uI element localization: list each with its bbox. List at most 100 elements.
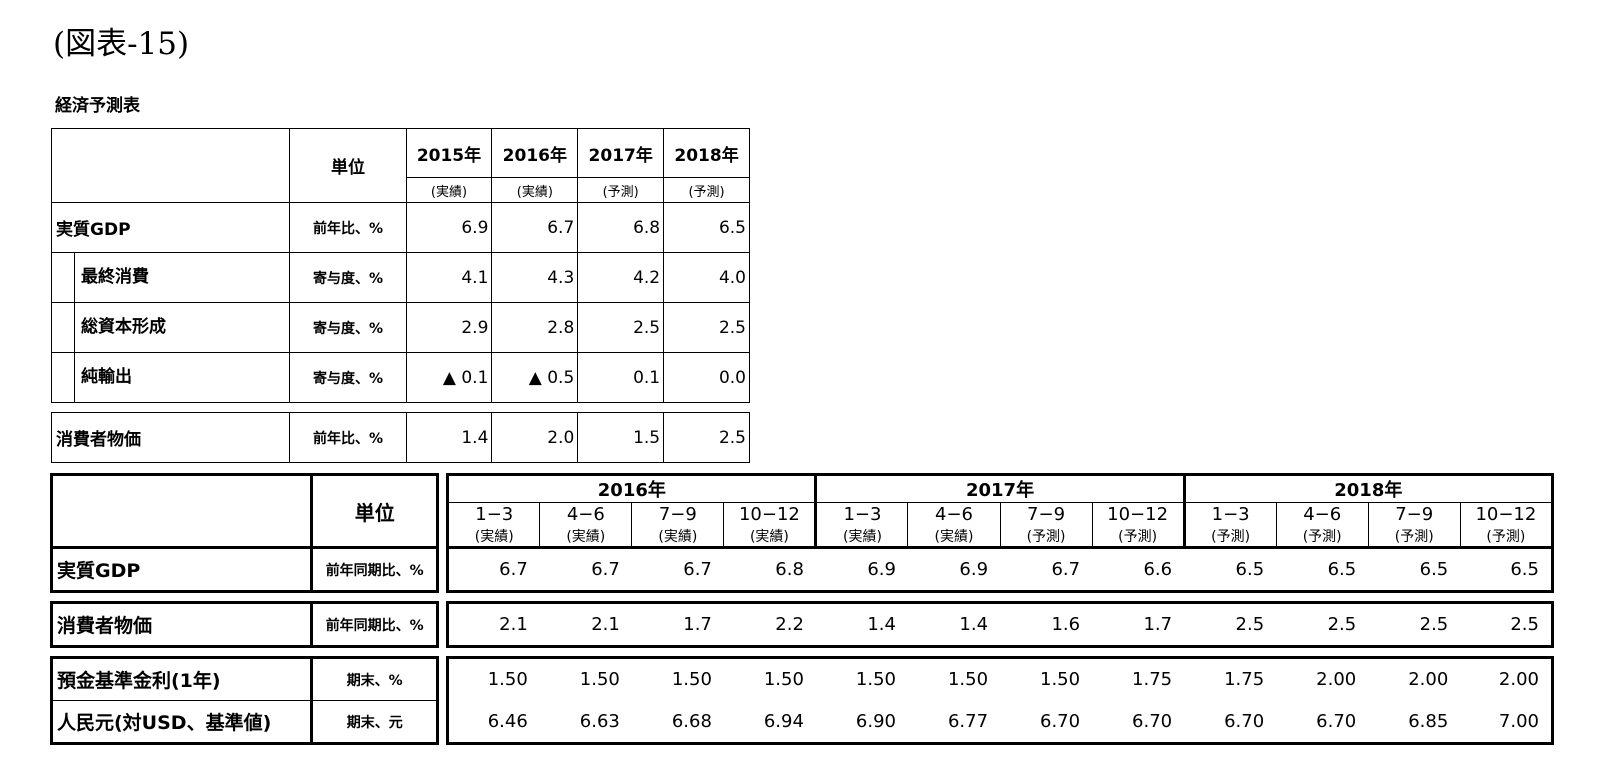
value-cell: 1.50	[446, 656, 540, 701]
status-note: (実績)	[631, 526, 725, 549]
column-gap	[438, 475, 448, 548]
quarter-header: 10−12	[723, 502, 818, 526]
value-cell: 2.1	[539, 601, 632, 648]
value-cell: 6.63	[539, 700, 632, 745]
row-label: 実質GDP	[50, 202, 290, 253]
value-cell: 2.00	[1276, 656, 1369, 701]
quarter-header: 10−12	[1091, 502, 1186, 526]
unit-header: 単位	[310, 473, 440, 549]
quarter-header: 4−6	[907, 502, 1001, 526]
status-note: (実績)	[723, 526, 818, 549]
header-blank-cell	[49, 473, 312, 549]
row-label-cell: 総資本形成	[50, 302, 290, 353]
row-label: 実質GDP	[49, 546, 312, 593]
value-cell: 2.5	[1184, 601, 1277, 648]
row-unit: 寄与度、%	[289, 302, 407, 353]
column-gap	[438, 658, 448, 701]
value-cell: 2.5	[663, 302, 750, 353]
table-row: 純輸出 寄与度、% ▲ 0.1 ▲ 0.5 0.1 0.0	[50, 352, 750, 403]
row-label: 最終消費	[74, 253, 289, 302]
value-cell: 6.46	[446, 700, 540, 745]
value-cell: 2.5	[577, 302, 665, 353]
value-cell: 2.00	[1460, 656, 1555, 701]
value-cell: 1.50	[723, 656, 816, 701]
value-cell: 6.85	[1368, 700, 1461, 745]
status-note: (予測)	[577, 177, 665, 203]
value-cell: 1.75	[1184, 656, 1277, 701]
column-gap	[438, 548, 448, 592]
row-unit: 寄与度、%	[289, 352, 407, 403]
value-cell: 6.5	[1368, 546, 1461, 593]
quarterly-quarter-row: 1−3 4−6 7−9 10−12 1−3 4−6 7−9 10−12 1−3 …	[52, 502, 1555, 526]
quarter-header: 1−3	[1182, 502, 1277, 526]
row-label: 消費者物価	[50, 412, 290, 463]
quarter-header: 7−9	[1367, 502, 1461, 526]
quarter-header: 4−6	[539, 502, 633, 526]
value-cell: 6.8	[723, 546, 816, 593]
value-cell: 1.50	[907, 656, 1001, 701]
row-unit: 前年比、%	[289, 202, 407, 253]
value-cell: 6.5	[1184, 546, 1277, 593]
quarterly-note-row: (実績) (実績) (実績) (実績) (実績) (実績) (予測) (予測) …	[52, 526, 1555, 549]
table-row: 人民元(対USD、基準値) 期末、元 6.46 6.63 6.68 6.94 6…	[49, 700, 1555, 745]
value-cell: 1.50	[539, 656, 632, 701]
value-cell: 6.9	[907, 546, 1001, 593]
value-cell: 2.5	[1276, 601, 1369, 648]
year-header: 2018年	[663, 128, 750, 178]
value-cell: 6.9	[405, 202, 493, 253]
value-cell: 2.00	[1368, 656, 1461, 701]
annual-header-row: 単位 2015年 2016年 2017年 2018年	[50, 128, 750, 203]
value-cell: 6.5	[1460, 546, 1555, 593]
value-cell: 2.8	[491, 302, 579, 353]
table-row: 総資本形成 寄与度、% 2.9 2.8 2.5 2.5	[50, 302, 750, 353]
value-cell: 6.70	[1092, 700, 1185, 745]
value-cell: 6.8	[577, 202, 665, 253]
value-cell: 1.4	[815, 601, 908, 648]
value-cell: 1.50	[815, 656, 908, 701]
value-cell: 2.0	[491, 412, 579, 463]
year-header: 2018年	[1182, 473, 1555, 503]
row-label: 純輸出	[74, 353, 289, 402]
value-cell: 1.50	[631, 656, 724, 701]
value-cell: 1.7	[631, 601, 724, 648]
status-note: (実績)	[539, 526, 633, 549]
status-note: (実績)	[814, 526, 909, 549]
status-note: (予測)	[1459, 526, 1555, 549]
row-label: 人民元(対USD、基準値)	[49, 700, 312, 745]
row-gap	[52, 403, 750, 413]
status-note: (予測)	[999, 526, 1093, 549]
quarter-header: 7−9	[631, 502, 725, 526]
row-unit: 寄与度、%	[289, 252, 407, 303]
table-row: 消費者物価 前年同期比、% 2.1 2.1 1.7 2.2 1.4 1.4 1.…	[49, 601, 1555, 648]
row-unit: 前年同期比、%	[310, 601, 440, 648]
value-cell: 6.7	[539, 546, 632, 593]
value-cell: 6.7	[1000, 546, 1093, 593]
value-cell: 6.7	[491, 202, 579, 253]
row-label: 総資本形成	[74, 303, 289, 352]
value-cell: 2.5	[1368, 601, 1461, 648]
value-cell: 6.7	[631, 546, 724, 593]
value-cell: 1.4	[405, 412, 493, 463]
value-cell: 2.5	[1460, 601, 1555, 648]
value-cell: 6.94	[723, 700, 816, 745]
status-note: (予測)	[663, 177, 750, 203]
value-cell: 4.0	[663, 252, 750, 303]
value-cell: 1.50	[1000, 656, 1093, 701]
value-cell: 1.75	[1092, 656, 1185, 701]
value-cell: 6.6	[1092, 546, 1185, 593]
value-cell: 6.70	[1276, 700, 1369, 745]
row-unit: 期末、%	[310, 656, 440, 701]
value-cell: 6.5	[1276, 546, 1369, 593]
year-header: 2016年	[491, 128, 579, 178]
year-header: 2015年	[405, 128, 493, 178]
figure-title: (図表-15)	[53, 26, 190, 62]
quarter-header: 4−6	[1275, 502, 1369, 526]
status-note: (予測)	[1091, 526, 1186, 549]
value-cell: 7.00	[1460, 700, 1555, 745]
value-cell: 6.68	[631, 700, 724, 745]
table-row: 消費者物価 前年比、% 1.4 2.0 1.5 2.5	[50, 412, 750, 463]
table-title: 経済予測表	[55, 96, 140, 116]
value-cell: 4.2	[577, 252, 665, 303]
header-blank-cell	[50, 128, 290, 203]
column-gap	[438, 701, 448, 744]
